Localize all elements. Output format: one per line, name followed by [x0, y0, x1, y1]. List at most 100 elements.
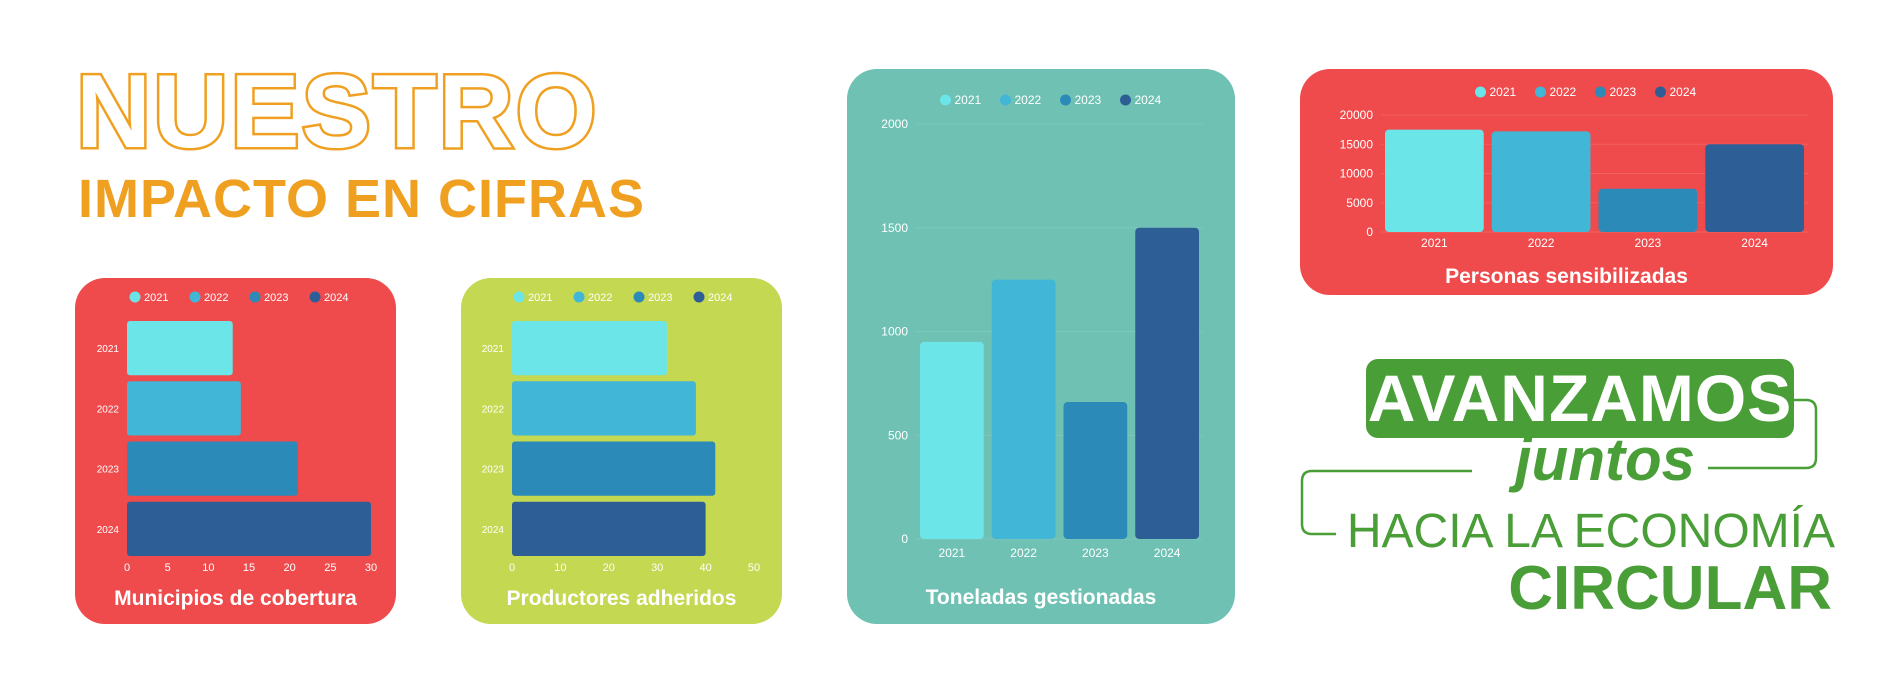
legend-label: 2021 [955, 93, 982, 107]
legend-label: 2023 [648, 292, 672, 304]
x-tick-label: 30 [365, 562, 377, 574]
x-tick-label: 5 [165, 562, 171, 574]
legend-label: 2021 [1490, 85, 1517, 99]
x-tick-label: 50 [748, 562, 760, 574]
bar [1063, 402, 1128, 539]
chart-title: Municipios de cobertura [114, 587, 357, 610]
legend-label: 2022 [1015, 93, 1042, 107]
bar [512, 501, 706, 556]
slogan-juntos: juntos [1515, 426, 1695, 493]
bar [1491, 131, 1591, 232]
legend-marker [1475, 86, 1486, 98]
legend-label: 2021 [144, 292, 168, 304]
x-tick-label: 2024 [1741, 236, 1768, 250]
legend-marker [1535, 86, 1546, 98]
chart-svg: 2021 2022 2023 2024 0 500 1000 1500 2000 2021 2022… [881, 93, 1203, 609]
x-tick-label: 15 [243, 562, 255, 574]
legend-marker [1655, 86, 1666, 98]
x-tick-label: 10 [554, 562, 566, 574]
bar [127, 441, 298, 496]
y-tick-label: 2024 [482, 525, 505, 536]
y-tick-label: 2021 [97, 344, 120, 355]
bar [127, 501, 371, 556]
legend-marker [1595, 86, 1606, 98]
chart-svg: 2021 2022 2023 2024 0 5000 10000 15000 20000 2021… [1340, 85, 1808, 288]
legend-label: 2022 [588, 292, 612, 304]
bar [512, 441, 716, 496]
bar [1385, 129, 1484, 232]
legend-marker [940, 94, 951, 106]
y-tick-label: 2024 [97, 525, 120, 536]
y-tick-label: 15000 [1340, 137, 1374, 151]
slogan-hacia: HACIA LA ECONOMÍA [1346, 505, 1835, 558]
slogan-avanzamos: AVANZAMOS [1366, 359, 1794, 438]
legend-label: 2024 [708, 292, 732, 304]
legend-marker [633, 291, 645, 303]
y-tick-label: 2021 [482, 344, 505, 355]
x-tick-label: 2024 [1154, 546, 1181, 560]
bar [127, 321, 233, 376]
bar [991, 279, 1056, 539]
chart-title: Personas sensibilizadas [1445, 265, 1688, 288]
y-tick-label: 5000 [1346, 196, 1373, 210]
left-bracket-line [1300, 469, 1472, 536]
legend-marker [249, 291, 261, 303]
right-bracket-line [1708, 398, 1818, 470]
x-tick-label: 25 [324, 562, 336, 574]
x-tick-label: 2023 [1635, 236, 1662, 250]
slogan-circular: CIRCULAR [1508, 554, 1832, 623]
x-tick-label: 30 [651, 562, 663, 574]
y-tick-label: 2000 [881, 117, 908, 131]
bar [512, 381, 696, 436]
legend-label: 2024 [324, 292, 348, 304]
legend-marker [1120, 94, 1131, 106]
legend-label: 2021 [528, 292, 552, 304]
x-tick-label: 20 [603, 562, 615, 574]
legend-label: 2022 [1550, 85, 1577, 99]
legend-marker [573, 291, 585, 303]
legend-label: 2024 [1135, 93, 1162, 107]
bar [1135, 227, 1199, 539]
chart-card-1: 2021 2022 2023 2024 2021 2022 2023 2024 0 5 10 15 20… [75, 278, 396, 624]
chart-card-4: 2021 2022 2023 2024 0 5000 10000 15000 20000 2021… [1300, 69, 1833, 295]
legend-marker [309, 291, 321, 303]
chart-title: Productores adheridos [507, 587, 737, 610]
y-tick-label: 2022 [97, 404, 120, 415]
legend-label: 2023 [1075, 93, 1102, 107]
x-tick-label: 20 [284, 562, 296, 574]
legend-label: 2022 [204, 292, 228, 304]
chart-svg: 2021 2022 2023 2024 2021 2022 2023 2024 0 5 10 15 20… [97, 291, 377, 610]
y-tick-label: 500 [888, 428, 908, 442]
bar [512, 321, 667, 376]
chart-card-3: 2021 2022 2023 2024 0 500 1000 1500 2000 2021 2022… [847, 69, 1235, 624]
x-tick-label: 40 [699, 562, 711, 574]
x-tick-label: 2022 [1528, 236, 1555, 250]
page-title: NUESTRO [73, 54, 599, 170]
legend-marker [1000, 94, 1011, 106]
y-tick-label: 10000 [1340, 167, 1374, 181]
x-tick-label: 2021 [939, 546, 966, 560]
y-tick-label: 2023 [482, 465, 505, 476]
legend-label: 2024 [1670, 85, 1697, 99]
x-tick-label: 0 [124, 562, 130, 574]
y-tick-label: 0 [901, 532, 908, 546]
bar [920, 341, 984, 539]
y-tick-label: 2023 [97, 465, 120, 476]
y-tick-label: 20000 [1340, 108, 1374, 122]
bar [1598, 188, 1698, 232]
legend-marker [189, 291, 201, 303]
y-tick-label: 1000 [881, 325, 908, 339]
x-tick-label: 0 [509, 562, 515, 574]
legend-marker [513, 291, 525, 303]
bar [1705, 144, 1804, 232]
legend-label: 2023 [1610, 85, 1637, 99]
chart-card-2: 2021 2022 2023 2024 2021 2022 2023 2024 0 10 20 30 4… [461, 278, 782, 624]
legend-marker [129, 291, 141, 303]
legend-marker [1060, 94, 1071, 106]
y-tick-label: 1500 [881, 221, 908, 235]
legend-label: 2023 [264, 292, 288, 304]
chart-svg: 2021 2022 2023 2024 2021 2022 2023 2024 0 10 20 30 4… [482, 291, 760, 610]
x-tick-label: 10 [202, 562, 214, 574]
y-tick-label: 0 [1366, 225, 1373, 239]
